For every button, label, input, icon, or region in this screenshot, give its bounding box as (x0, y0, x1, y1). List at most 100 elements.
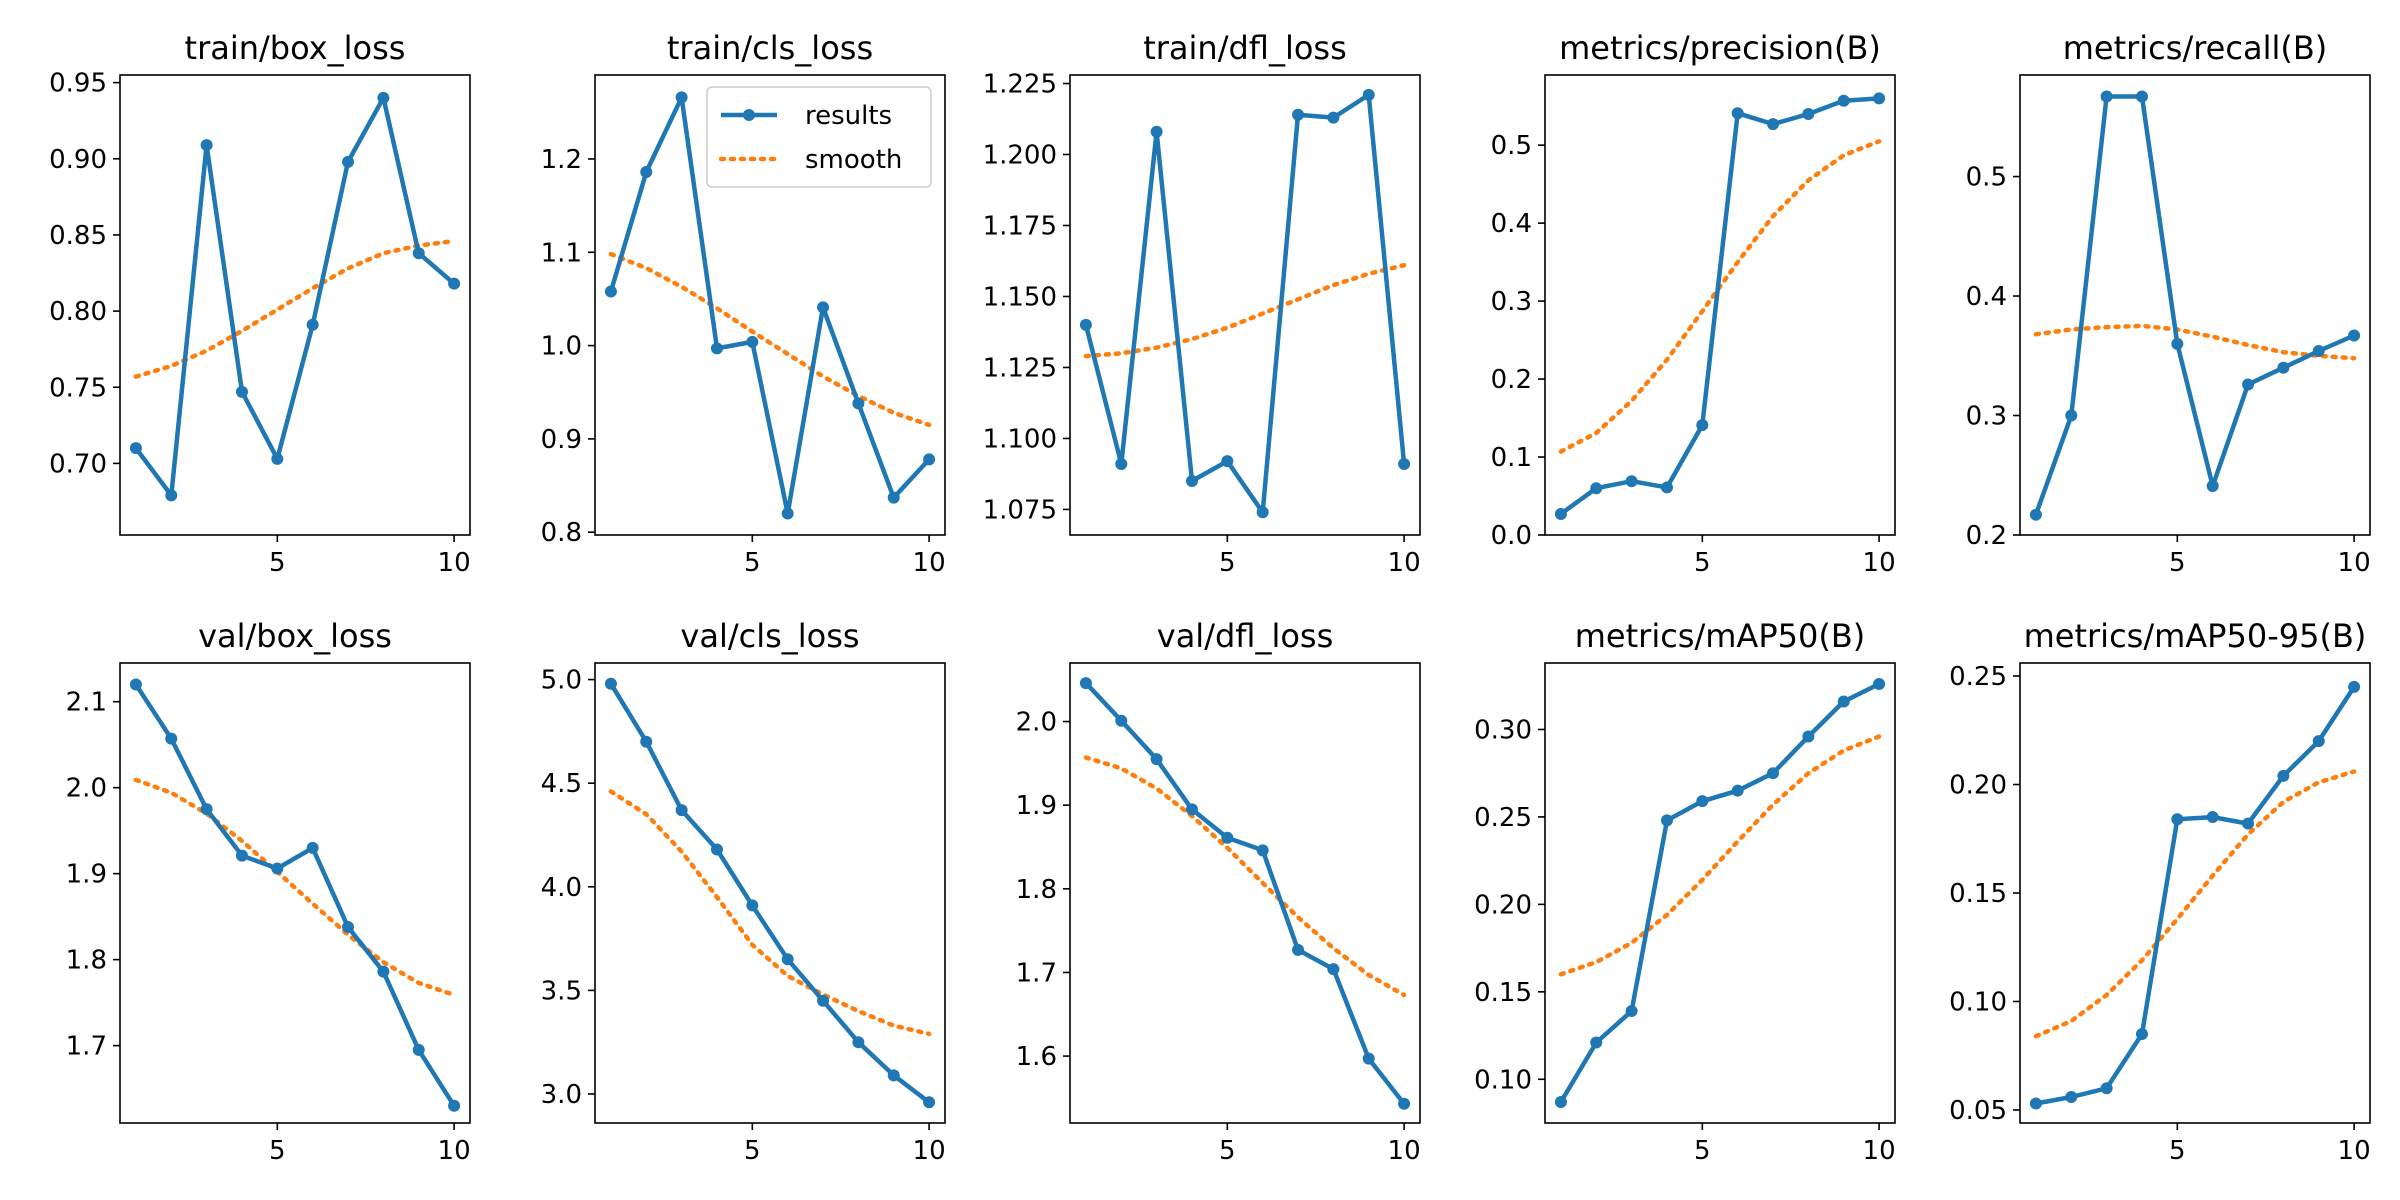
y-tick-label: 0.75 (49, 373, 107, 403)
y-tick-label: 0.8 (541, 518, 582, 548)
smooth-line (1558, 139, 1882, 454)
results-point (640, 735, 653, 748)
results-point (710, 843, 723, 856)
results-line (2033, 94, 2356, 516)
results-point (448, 277, 461, 290)
results-point (604, 677, 617, 690)
y-tick-label: 1.175 (983, 211, 1057, 241)
results-point (817, 994, 830, 1007)
results-point (2029, 508, 2042, 521)
y-tick-label: 2.1 (66, 688, 107, 718)
results-line (608, 95, 931, 516)
y-tick-label: 0.95 (49, 69, 107, 99)
y-tick-label: 1.0 (541, 332, 582, 362)
y-tick-label: 0.20 (1474, 890, 1532, 920)
x-tick-label: 10 (913, 1136, 946, 1166)
x-tick-label: 5 (269, 548, 286, 578)
results-point (852, 397, 865, 410)
results-point (1221, 831, 1234, 844)
smooth-line (1558, 734, 1882, 977)
results-point (165, 732, 178, 745)
y-tick-label: 5.0 (541, 666, 582, 696)
axes-frame (1544, 74, 1896, 536)
y-tick-label: 0.2 (1966, 521, 2007, 551)
x-tick-label: 5 (1219, 548, 1236, 578)
y-tick-label: 1.6 (1016, 1042, 1057, 1072)
y-tick-label: 1.2 (541, 145, 582, 175)
y-tick-label: 3.0 (541, 1080, 582, 1110)
results-point (412, 247, 425, 260)
smooth-line (133, 238, 457, 379)
results-point (1079, 318, 1092, 331)
legend-smooth-label: smooth (805, 145, 902, 175)
results-point (271, 452, 284, 465)
y-tick-label: 4.5 (541, 769, 582, 799)
y-tick-label: 0.25 (1949, 662, 2007, 692)
results-point (1398, 458, 1411, 471)
smooth-line (2033, 323, 2357, 361)
results-point (2029, 1097, 2042, 1110)
x-tick-label: 10 (438, 548, 471, 578)
y-tick-label: 0.2 (1491, 365, 1532, 395)
results-point (1185, 475, 1198, 488)
results-point (2065, 409, 2078, 422)
y-tick-label: 0.5 (1966, 163, 2007, 193)
results-point (2348, 329, 2361, 342)
chart-title: train/dfl_loss (1143, 29, 1347, 67)
x-tick-label: 10 (2338, 548, 2371, 578)
results-point (2348, 680, 2361, 693)
results-point (2312, 345, 2325, 357)
x-tick-label: 10 (1388, 548, 1421, 578)
x-tick-label: 5 (2169, 1136, 2186, 1166)
results-point (1731, 107, 1744, 120)
y-tick-label: 1.9 (1016, 791, 1057, 821)
y-tick-label: 0.70 (49, 449, 107, 479)
results-point (1837, 94, 1850, 107)
y-tick-label: 1.125 (983, 353, 1057, 383)
axes-frame (1069, 74, 1421, 536)
y-tick-label: 2.0 (1016, 708, 1057, 738)
y-tick-label: 1.8 (66, 946, 107, 976)
x-tick-label: 10 (1863, 1136, 1896, 1166)
results-point (1115, 714, 1128, 727)
results-point (746, 335, 759, 348)
y-tick-label: 0.4 (1491, 209, 1532, 239)
results-point (2100, 1082, 2113, 1095)
chart-panel-2: train/cls_loss 0.8 0.9 1.0 1.1 1.2 5 10 results s… (541, 29, 946, 578)
x-tick-label: 5 (2169, 548, 2186, 578)
x-tick-label: 5 (269, 1136, 286, 1166)
y-tick-label: 1.200 (983, 141, 1057, 171)
results-point (1362, 1052, 1375, 1065)
x-tick-label: 10 (1863, 548, 1896, 578)
results-point (1660, 481, 1673, 494)
results-point (165, 489, 178, 502)
results-point (1256, 844, 1269, 857)
results-point (887, 1069, 900, 1082)
y-tick-label: 1.100 (983, 424, 1057, 454)
smooth-line (1083, 755, 1407, 998)
y-tick-label: 0.80 (49, 297, 107, 327)
results-point (1731, 784, 1744, 797)
results-point (2277, 361, 2290, 374)
results-point (2171, 813, 2184, 826)
results-point (377, 91, 390, 104)
results-point (235, 849, 248, 862)
results-point (1802, 107, 1815, 120)
axes-frame (119, 662, 471, 1124)
results-point (2277, 769, 2290, 782)
y-tick-label: 0.10 (1949, 987, 2007, 1017)
axes-frame (1544, 662, 1896, 1124)
results-point (675, 91, 688, 104)
chart-panel-1: train/box_loss 0.70 0.75 0.80 0.85 0.90 0.95 5 1… (49, 29, 471, 578)
results-point (129, 678, 142, 691)
results-point (1079, 677, 1092, 690)
results-point (2206, 811, 2219, 824)
axes-frame (2019, 662, 2371, 1124)
y-tick-label: 0.15 (1949, 879, 2007, 909)
results-point (1362, 88, 1375, 101)
chart-panel-3: train/dfl_loss 1.075 1.100 1.125 1.150 1.175 1… (983, 29, 1421, 578)
y-tick-label: 0.9 (541, 425, 582, 455)
y-tick-label: 0.25 (1474, 803, 1532, 833)
chart-panel-4: metrics/precision(B) 0.0 0.1 0.2 0.3 0.4 0.5 5 1… (1491, 29, 1896, 578)
